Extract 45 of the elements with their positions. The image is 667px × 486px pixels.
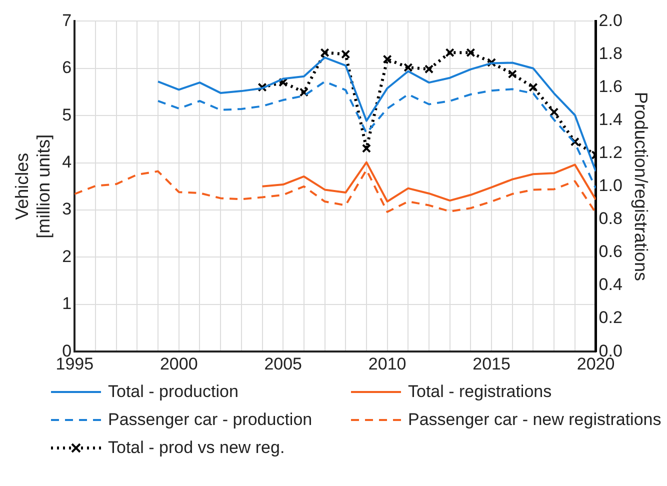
legend-label: Passenger car - new registrations (408, 410, 662, 430)
y-tick-label: 6 (62, 58, 72, 78)
point (404, 62, 413, 72)
legend-label: Total - prod vs new reg. (108, 438, 285, 458)
y2-tick-label: 1.2 (598, 143, 622, 162)
y-tick-label: 7 (62, 10, 72, 30)
y2-tick-label: 0.2 (598, 308, 622, 328)
y2-tick-label: 2.0 (598, 10, 622, 30)
point (424, 64, 434, 74)
line-series (157, 80, 596, 190)
point (278, 78, 288, 87)
x-tick-label: 2000 (160, 354, 198, 374)
point (362, 144, 372, 153)
point (341, 50, 350, 59)
point (466, 48, 476, 58)
point (550, 108, 559, 117)
y2-tick-label: 0.4 (598, 275, 622, 294)
y-axis-title: Vehicles [million units] (12, 134, 54, 238)
y2-tick-label: 0.8 (598, 209, 622, 228)
y-tick-label: 2 (62, 246, 72, 266)
y2-tick-label: 1.8 (598, 44, 622, 63)
y2-axis-title: Production/registrations (631, 92, 652, 281)
x-tick-label: 2015 (472, 354, 510, 374)
point (320, 48, 330, 58)
point (258, 82, 267, 92)
point (570, 137, 580, 146)
point (487, 58, 496, 68)
y2-tick-label: 1.4 (598, 110, 622, 130)
x-tick-label: 2010 (368, 354, 406, 374)
legend-label: Total - production (108, 382, 238, 402)
y-tick-label: 3 (62, 200, 72, 219)
y2-tick-label: 1.6 (598, 76, 622, 96)
point (445, 48, 454, 58)
y2-tick-label: 1.0 (598, 176, 622, 196)
y-tick-label: 4 (62, 152, 72, 172)
x-tick-label: 2005 (264, 354, 302, 374)
legend-label: Passenger car - production (108, 410, 312, 430)
point (528, 82, 538, 92)
y-tick-label: 1 (62, 294, 72, 314)
point (299, 88, 308, 97)
point (508, 70, 517, 79)
point (382, 54, 392, 64)
legend-label: Total - registrations (408, 382, 552, 402)
y2-tick-label: 0.6 (598, 242, 622, 262)
y-tick-label: 5 (62, 105, 72, 124)
